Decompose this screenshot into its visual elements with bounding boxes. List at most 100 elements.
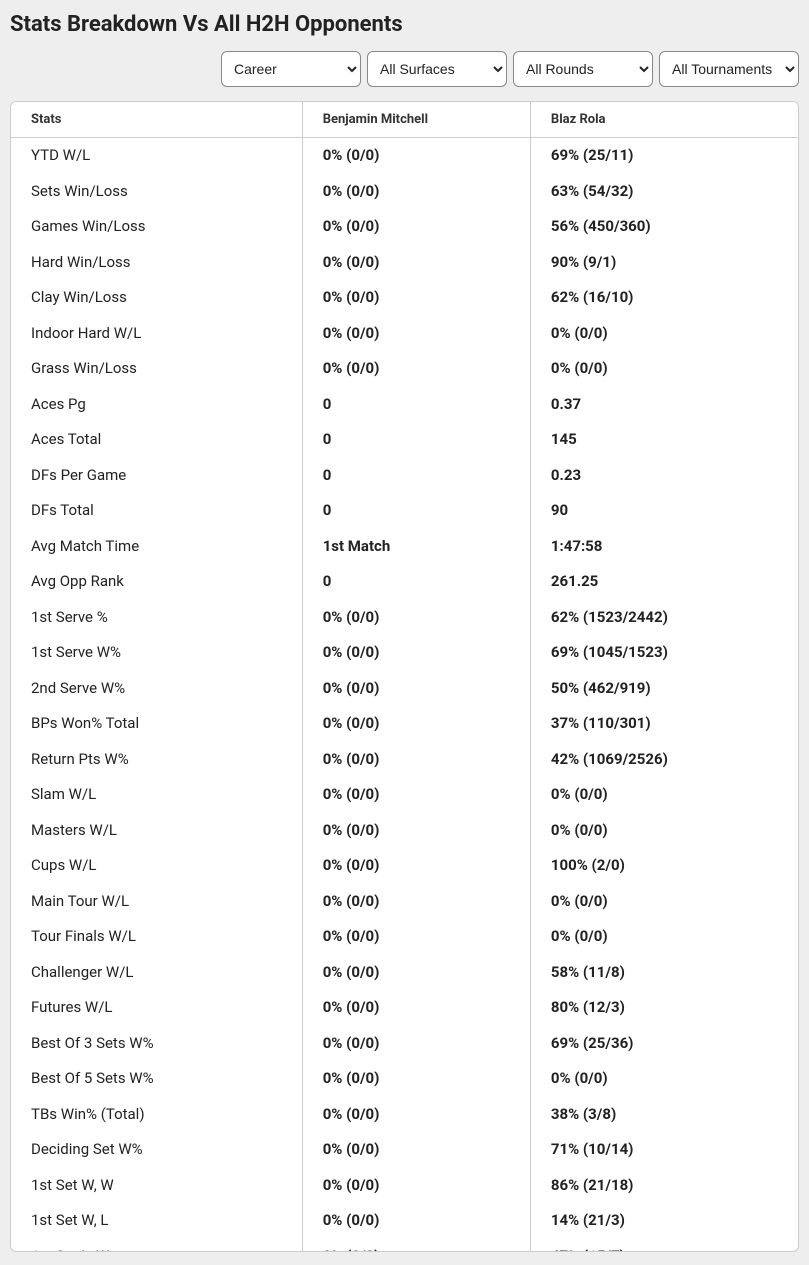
table-row: BPs Won% Total0% (0/0)37% (110/301) [11, 706, 798, 742]
player1-value: 0% (0/0) [302, 1097, 530, 1133]
table-row: Cups W/L0% (0/0)100% (2/0) [11, 848, 798, 884]
table-row: Slam W/L0% (0/0)0% (0/0) [11, 777, 798, 813]
table-row: Avg Opp Rank0261.25 [11, 564, 798, 600]
player1-value: 0% (0/0) [302, 280, 530, 316]
player2-value: 0% (0/0) [530, 351, 798, 387]
player2-value: 62% (16/10) [530, 280, 798, 316]
table-row: Best Of 5 Sets W%0% (0/0)0% (0/0) [11, 1061, 798, 1097]
page-title: Stats Breakdown Vs All H2H Opponents [10, 12, 799, 37]
player1-value: 0% (0/0) [302, 1026, 530, 1062]
player2-value: 56% (450/360) [530, 209, 798, 245]
player1-value: 0 [302, 458, 530, 494]
player2-value: 69% (25/11) [530, 138, 798, 174]
stats-table-container: Stats Benjamin Mitchell Blaz Rola YTD W/… [10, 101, 799, 1252]
table-row: 1st Set W, W0% (0/0)86% (21/18) [11, 1168, 798, 1204]
table-row: 1st Serve %0% (0/0)62% (1523/2442) [11, 600, 798, 636]
stat-label: 1st Set L, W [11, 1239, 302, 1253]
player2-value: 50% (462/919) [530, 671, 798, 707]
player1-value: 0% (0/0) [302, 635, 530, 671]
player2-value: 14% (21/3) [530, 1203, 798, 1239]
stat-label: Clay Win/Loss [11, 280, 302, 316]
player2-value: 63% (54/32) [530, 174, 798, 210]
player1-value: 0% (0/0) [302, 138, 530, 174]
stat-label: DFs Total [11, 493, 302, 529]
player2-value: 42% (1069/2526) [530, 742, 798, 778]
player1-value: 0% (0/0) [302, 1132, 530, 1168]
player2-value: 1:47:58 [530, 529, 798, 565]
col-header-stats: Stats [11, 102, 302, 138]
stat-label: DFs Per Game [11, 458, 302, 494]
player2-value: 47% (15/7) [530, 1239, 798, 1253]
stat-label: Tour Finals W/L [11, 919, 302, 955]
table-row: 1st Serve W%0% (0/0)69% (1045/1523) [11, 635, 798, 671]
stat-label: YTD W/L [11, 138, 302, 174]
player2-value: 71% (10/14) [530, 1132, 798, 1168]
stat-label: Masters W/L [11, 813, 302, 849]
player1-value: 0 [302, 387, 530, 423]
table-row: Avg Match Time1st Match1:47:58 [11, 529, 798, 565]
table-row: Aces Pg00.37 [11, 387, 798, 423]
stat-label: Aces Total [11, 422, 302, 458]
player2-value: 0% (0/0) [530, 316, 798, 352]
col-header-player1: Benjamin Mitchell [302, 102, 530, 138]
player1-value: 0% (0/0) [302, 813, 530, 849]
stat-label: Hard Win/Loss [11, 245, 302, 281]
table-row: Main Tour W/L0% (0/0)0% (0/0) [11, 884, 798, 920]
player1-value: 0% (0/0) [302, 174, 530, 210]
player2-value: 0% (0/0) [530, 777, 798, 813]
stat-label: 1st Serve W% [11, 635, 302, 671]
stat-label: Futures W/L [11, 990, 302, 1026]
player2-value: 0% (0/0) [530, 884, 798, 920]
player1-value: 0% (0/0) [302, 742, 530, 778]
player1-value: 0% (0/0) [302, 706, 530, 742]
stat-label: 1st Set W, L [11, 1203, 302, 1239]
player1-value: 0% (0/0) [302, 848, 530, 884]
player2-value: 58% (11/8) [530, 955, 798, 991]
stats-table: Stats Benjamin Mitchell Blaz Rola YTD W/… [11, 102, 798, 1252]
stat-label: Return Pts W% [11, 742, 302, 778]
player2-value: 261.25 [530, 564, 798, 600]
table-row: Futures W/L0% (0/0)80% (12/3) [11, 990, 798, 1026]
stat-label: 2nd Serve W% [11, 671, 302, 707]
player2-value: 62% (1523/2442) [530, 600, 798, 636]
player2-value: 145 [530, 422, 798, 458]
player2-value: 90% (9/1) [530, 245, 798, 281]
table-row: Challenger W/L0% (0/0)58% (11/8) [11, 955, 798, 991]
player2-value: 37% (110/301) [530, 706, 798, 742]
table-row: Best Of 3 Sets W%0% (0/0)69% (25/36) [11, 1026, 798, 1062]
stat-label: Aces Pg [11, 387, 302, 423]
player2-value: 100% (2/0) [530, 848, 798, 884]
stat-label: 1st Set W, W [11, 1168, 302, 1204]
col-header-player2: Blaz Rola [530, 102, 798, 138]
player1-value: 0% (0/0) [302, 1203, 530, 1239]
table-row: YTD W/L0% (0/0)69% (25/11) [11, 138, 798, 174]
stat-label: Games Win/Loss [11, 209, 302, 245]
table-row: 1st Set W, L0% (0/0)14% (21/3) [11, 1203, 798, 1239]
player1-value: 0% (0/0) [302, 990, 530, 1026]
career-select[interactable]: Career [221, 51, 361, 87]
player2-value: 0% (0/0) [530, 813, 798, 849]
table-row: Aces Total0145 [11, 422, 798, 458]
table-row: TBs Win% (Total)0% (0/0)38% (3/8) [11, 1097, 798, 1133]
surface-select[interactable]: All Surfaces [367, 51, 507, 87]
player1-value: 0% (0/0) [302, 1239, 530, 1253]
stat-label: Main Tour W/L [11, 884, 302, 920]
stat-label: Sets Win/Loss [11, 174, 302, 210]
stat-label: Cups W/L [11, 848, 302, 884]
tournaments-select[interactable]: All Tournaments [659, 51, 799, 87]
player1-value: 0 [302, 422, 530, 458]
table-row: Masters W/L0% (0/0)0% (0/0) [11, 813, 798, 849]
player1-value: 0% (0/0) [302, 777, 530, 813]
table-row: Deciding Set W%0% (0/0)71% (10/14) [11, 1132, 798, 1168]
player1-value: 0% (0/0) [302, 955, 530, 991]
player2-value: 86% (21/18) [530, 1168, 798, 1204]
rounds-select[interactable]: All Rounds [513, 51, 653, 87]
table-row: Hard Win/Loss0% (0/0)90% (9/1) [11, 245, 798, 281]
player1-value: 0 [302, 564, 530, 600]
player2-value: 90 [530, 493, 798, 529]
player1-value: 0% (0/0) [302, 600, 530, 636]
player2-value: 0.37 [530, 387, 798, 423]
player1-value: 0% (0/0) [302, 919, 530, 955]
player1-value: 0% (0/0) [302, 245, 530, 281]
stat-label: BPs Won% Total [11, 706, 302, 742]
